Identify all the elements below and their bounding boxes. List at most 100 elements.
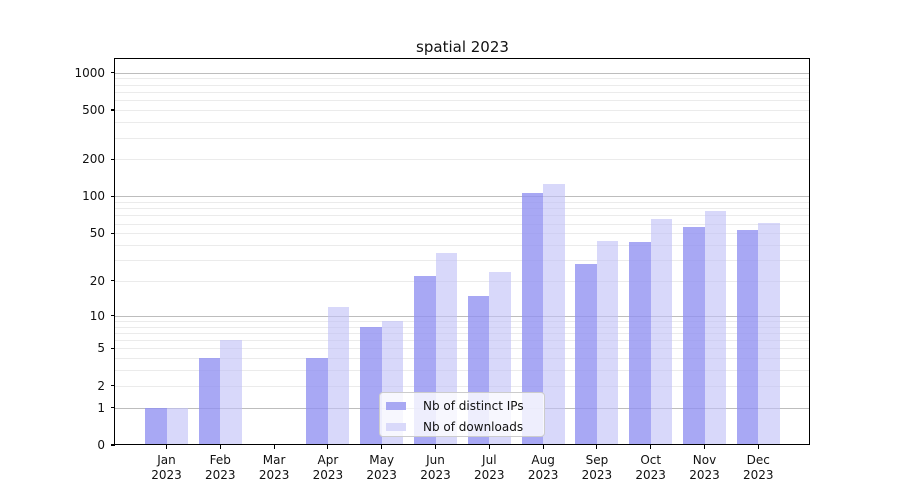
bar-downloads [650,219,673,445]
y-tick-mark [111,407,115,409]
y-tick-mark [111,280,115,282]
grid-minor-line [115,137,810,139]
chart-title: spatial 2023 [416,38,509,56]
grid-major-line [115,315,810,317]
y-tick-label: 5 [97,341,105,356]
legend-swatch-distinct-ips [386,401,406,410]
legend-label-distinct-ips: Nb of distinct IPs [423,398,524,413]
y-tick-mark [111,232,115,234]
grid-minor-line [115,320,810,322]
y-tick-mark [111,158,115,160]
grid-minor-line [115,91,810,93]
grid-minor-line [115,348,810,350]
legend-row-downloads: Nb of downloads [386,416,536,437]
bar-downloads [166,407,188,445]
y-tick-mark [111,315,115,317]
y-tick-label: 1 [97,400,105,415]
y-tick-mark [111,385,115,387]
bar-distinct-ips [629,242,651,445]
x-tick-label: Jan 2023 [151,453,182,482]
x-tick-label: Feb 2023 [205,453,236,482]
x-tick-label: Oct 2023 [635,453,666,482]
x-tick-mark [219,445,221,449]
grid-minor-line [115,122,810,123]
grid-minor-line [115,223,810,225]
bar-distinct-ips [306,358,328,445]
y-tick-label: 0 [97,438,105,452]
bar-distinct-ips [683,227,705,445]
x-tick-label: Mar 2023 [258,453,290,482]
bar-downloads [543,184,565,445]
plot-frame [114,58,810,445]
x-tick-label: Dec 2023 [743,453,774,482]
grid-minor-line [115,332,810,334]
grid-minor-line [115,208,810,210]
x-tick-label: Apr 2023 [312,453,344,482]
bar-downloads [758,222,780,445]
x-tick-label: May 2023 [366,453,397,482]
y-tick-label: 100 [82,189,105,204]
x-tick-mark [542,445,544,449]
y-tick-label: 1000 [74,65,105,80]
x-tick-label: Nov 2023 [689,453,720,482]
x-tick-mark [327,445,329,449]
bar-downloads [596,241,619,445]
grid-minor-line [115,340,810,342]
grid-minor-line [115,201,810,203]
legend-swatch-downloads [386,422,406,431]
x-tick-label: Jul 2023 [474,453,505,482]
grid-minor-line [115,280,810,282]
grid-minor-line [115,358,810,360]
y-tick-mark [111,72,115,74]
y-tick-label: 10 [89,308,105,323]
grid-minor-line [115,215,810,217]
x-tick-mark [434,445,437,449]
bar-downloads [704,210,726,445]
bar-distinct-ips [360,326,382,445]
x-tick-mark [596,445,598,449]
legend-row-distinct-ips: Nb of distinct IPs [386,395,536,416]
x-tick-mark [488,445,490,449]
bar-distinct-ips [736,230,759,445]
y-tick-label: 2 [97,378,105,393]
x-tick-mark [381,445,383,449]
y-tick-mark [111,444,115,446]
bar-downloads [220,340,242,445]
grid-minor-line [115,233,810,235]
y-tick-label: 500 [82,103,105,117]
grid-minor-line [115,110,810,111]
x-tick-mark [165,445,168,449]
y-tick-mark [111,347,115,349]
bar-distinct-ips [145,407,167,445]
grid-minor-line [115,244,810,246]
bar-distinct-ips [575,263,597,445]
grid-minor-line [115,84,810,86]
bar-distinct-ips [198,358,221,445]
x-tick-mark [650,445,652,449]
legend-label-downloads: Nb of downloads [423,419,524,434]
bar-downloads [327,306,350,445]
legend: Nb of distinct IPs Nb of downloads [379,392,545,437]
x-tick-label: Aug 2023 [527,453,559,482]
y-tick-label: 200 [82,152,105,167]
x-tick-label: Sep 2023 [581,453,613,482]
grid-major-line [115,196,810,198]
grid-minor-line [115,260,810,261]
x-tick-mark [757,445,759,449]
grid-minor-line [115,385,810,387]
grid-minor-line [115,100,810,102]
y-tick-label: 20 [89,273,105,288]
x-tick-mark [273,445,275,449]
x-tick-label: Jun 2023 [420,453,451,482]
grid-minor-line [115,78,810,80]
grid-minor-line [115,370,810,372]
x-tick-mark [703,445,706,449]
grid-minor-line [115,159,810,161]
grid-minor-line [115,326,810,328]
grid-major-line [115,72,810,74]
y-tick-mark [111,195,115,197]
y-tick-mark [111,109,115,111]
y-tick-label: 50 [89,226,105,241]
